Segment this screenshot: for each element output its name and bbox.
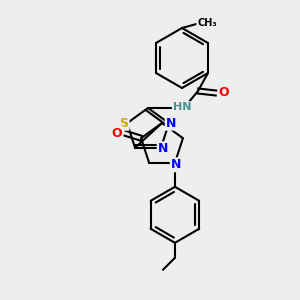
Text: O: O	[219, 86, 229, 100]
Text: S: S	[120, 117, 129, 130]
Text: CH₃: CH₃	[197, 18, 217, 28]
Text: N: N	[166, 117, 176, 130]
Text: N: N	[158, 142, 168, 155]
Text: N: N	[171, 158, 181, 171]
Text: O: O	[112, 127, 122, 140]
Text: HN: HN	[173, 102, 191, 112]
